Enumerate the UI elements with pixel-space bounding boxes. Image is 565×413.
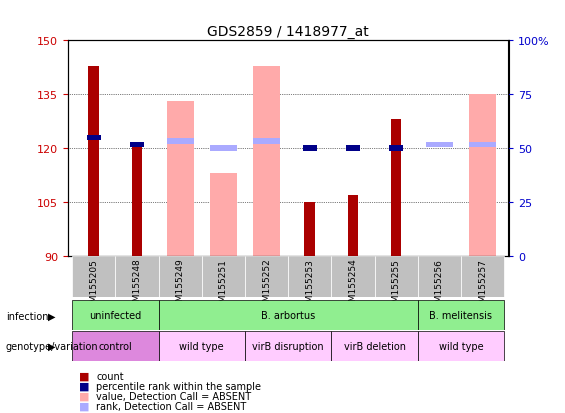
FancyBboxPatch shape: [375, 256, 418, 297]
FancyBboxPatch shape: [72, 256, 115, 297]
Text: GSM155254: GSM155254: [349, 258, 358, 313]
FancyBboxPatch shape: [159, 331, 245, 361]
Text: wild type: wild type: [438, 341, 483, 351]
Text: GSM155248: GSM155248: [132, 258, 141, 313]
Text: wild type: wild type: [180, 341, 224, 351]
Bar: [167, 139, 194, 144]
Text: ■: ■: [79, 371, 90, 381]
Bar: [347, 195, 358, 256]
FancyBboxPatch shape: [245, 331, 331, 361]
Text: GSM155251: GSM155251: [219, 258, 228, 313]
Text: ▶: ▶: [48, 341, 55, 351]
Text: ■: ■: [79, 381, 90, 391]
Text: GSM155249: GSM155249: [176, 258, 185, 313]
FancyBboxPatch shape: [288, 256, 331, 297]
Text: control: control: [98, 341, 132, 351]
Text: infection: infection: [6, 311, 48, 321]
Text: genotype/variation: genotype/variation: [6, 341, 98, 351]
Text: uninfected: uninfected: [89, 310, 141, 320]
Text: count: count: [96, 371, 124, 381]
Bar: [87, 135, 101, 140]
Bar: [89, 66, 99, 256]
Text: GSM155256: GSM155256: [435, 258, 444, 313]
FancyBboxPatch shape: [245, 256, 288, 297]
Text: value, Detection Call = ABSENT: value, Detection Call = ABSENT: [96, 391, 251, 401]
FancyBboxPatch shape: [72, 300, 159, 330]
Text: rank, Detection Call = ABSENT: rank, Detection Call = ABSENT: [96, 401, 246, 411]
Text: ▶: ▶: [48, 311, 55, 321]
Text: GSM155252: GSM155252: [262, 258, 271, 313]
FancyBboxPatch shape: [72, 331, 159, 361]
Text: GSM155205: GSM155205: [89, 258, 98, 313]
Text: GSM155255: GSM155255: [392, 258, 401, 313]
Bar: [253, 139, 280, 144]
Bar: [305, 202, 315, 256]
FancyBboxPatch shape: [331, 331, 418, 361]
Text: ■: ■: [79, 401, 90, 411]
FancyBboxPatch shape: [418, 300, 504, 330]
Bar: [426, 142, 453, 148]
Text: GSM155257: GSM155257: [478, 258, 487, 313]
FancyBboxPatch shape: [202, 256, 245, 297]
Text: B. arbortus: B. arbortus: [261, 310, 315, 320]
FancyBboxPatch shape: [418, 331, 504, 361]
Text: GSM155253: GSM155253: [305, 258, 314, 313]
Bar: [253, 66, 280, 256]
Text: B. melitensis: B. melitensis: [429, 310, 493, 320]
FancyBboxPatch shape: [115, 256, 159, 297]
FancyBboxPatch shape: [461, 256, 504, 297]
Text: virB deletion: virB deletion: [344, 341, 406, 351]
Bar: [389, 146, 403, 151]
Text: percentile rank within the sample: percentile rank within the sample: [96, 381, 261, 391]
Bar: [210, 174, 237, 256]
Title: GDS2859 / 1418977_at: GDS2859 / 1418977_at: [207, 25, 369, 39]
Bar: [469, 95, 496, 256]
FancyBboxPatch shape: [331, 256, 375, 297]
Bar: [167, 102, 194, 256]
Bar: [130, 142, 144, 148]
Bar: [469, 142, 496, 148]
Text: ■: ■: [79, 391, 90, 401]
FancyBboxPatch shape: [159, 256, 202, 297]
Bar: [132, 145, 142, 256]
Bar: [391, 120, 402, 256]
Bar: [346, 146, 360, 151]
FancyBboxPatch shape: [159, 300, 418, 330]
FancyBboxPatch shape: [418, 256, 461, 297]
Bar: [210, 146, 237, 151]
Bar: [303, 146, 316, 151]
Text: virB disruption: virB disruption: [253, 341, 324, 351]
